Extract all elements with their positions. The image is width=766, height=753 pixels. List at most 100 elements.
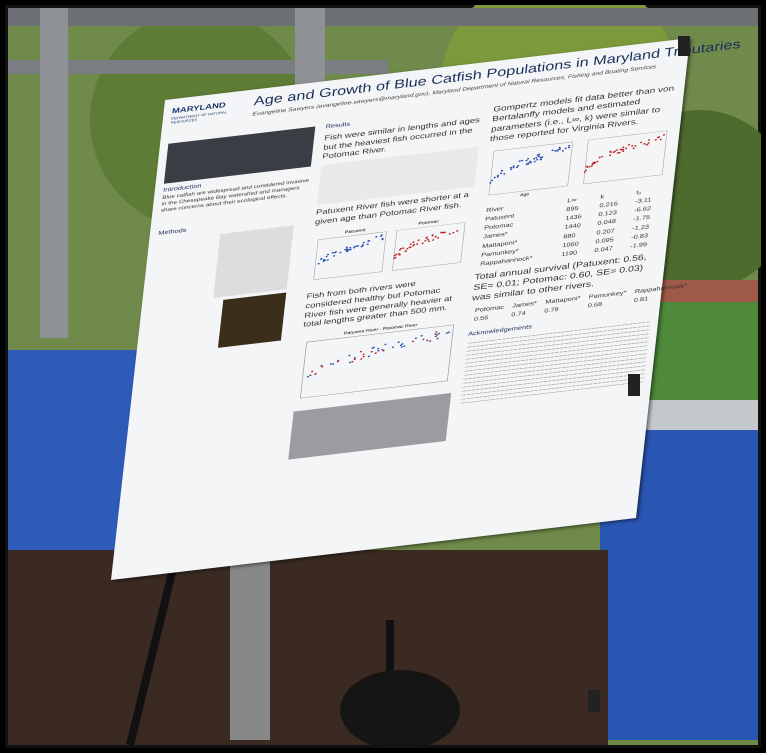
plot-dot [659, 139, 662, 141]
plot-dot [427, 238, 430, 240]
plot-dot [539, 158, 542, 161]
plot-dot [434, 335, 437, 338]
plot-dot [349, 248, 352, 250]
plot-dot [639, 141, 643, 144]
plot-dot [452, 231, 455, 234]
plot-dot [366, 243, 369, 245]
plot-dot [646, 143, 649, 146]
plot-dot [372, 346, 375, 349]
mullion [40, 8, 68, 338]
plot-dot [624, 147, 628, 150]
plot-dot [632, 147, 635, 150]
plot-dot [512, 167, 515, 169]
axis-label: Age [520, 192, 530, 197]
plot-dot [515, 166, 519, 169]
plot-dot [583, 171, 586, 174]
plot-dot [622, 150, 625, 153]
plot-dot [422, 338, 425, 341]
plot-dot [377, 347, 380, 350]
plot-dot [411, 340, 415, 343]
plot-dot [590, 165, 593, 168]
plot-dot [445, 332, 448, 334]
plot-dot [647, 142, 650, 145]
plot-dot [558, 148, 562, 151]
chart-label: Potomac [418, 218, 440, 225]
plot-dot [399, 344, 402, 347]
plot-dot [362, 355, 365, 358]
plot-dot [551, 149, 554, 152]
plot-dot [326, 253, 330, 256]
plot-dot [332, 363, 335, 365]
plot-dot [314, 373, 317, 375]
plot-dot [329, 363, 332, 365]
plot-dot [496, 175, 500, 177]
plot-dot [526, 158, 530, 160]
plot-dot [503, 173, 506, 176]
middle-column: Results Fish were similar in lengths and… [288, 103, 484, 462]
plot-dot [348, 361, 352, 364]
plot-dot [643, 143, 646, 145]
plot-dot [353, 358, 356, 361]
plot-dot [412, 241, 415, 243]
plot-dot [500, 170, 503, 172]
plot-dot [367, 239, 370, 242]
floor [8, 550, 608, 745]
plot-dot [384, 343, 387, 346]
plot-dot [394, 256, 397, 259]
plot-dot [601, 156, 604, 158]
plot-dot [406, 247, 409, 250]
plot-dot [417, 239, 420, 241]
plot-dot [379, 234, 383, 237]
plot-dot [588, 166, 591, 168]
plot-dot [568, 145, 571, 147]
plot-dot [556, 150, 559, 153]
plot-dot [627, 144, 630, 146]
plot-dot [397, 341, 400, 344]
plot-dot [521, 160, 524, 162]
plot-dot [609, 154, 612, 157]
plot-dot [345, 246, 348, 248]
plot-dot [391, 346, 395, 349]
plot-dot [532, 158, 536, 160]
plot-dot [447, 331, 450, 334]
plot-dot [518, 160, 521, 163]
plot-dot [326, 258, 329, 261]
plot-dot [517, 165, 520, 167]
plot-dot [598, 156, 601, 159]
plot-dot [525, 160, 528, 162]
plot-dot [509, 167, 512, 169]
otolith-photo [217, 292, 287, 348]
plot-dot [353, 246, 356, 249]
plot-dot [435, 331, 438, 333]
plot-dot [493, 177, 496, 179]
column [230, 560, 270, 740]
plot-dot [412, 244, 415, 247]
plot-dot [654, 139, 657, 141]
plot-dot [436, 337, 439, 340]
plot-dot [375, 235, 378, 238]
plot-frame [300, 324, 454, 399]
plot-dot [362, 241, 365, 244]
plot-dot [535, 157, 538, 159]
plot-dot [331, 251, 334, 254]
left-column: Introduction Blue catfish are widespread… [144, 123, 316, 359]
plot-dot [374, 352, 377, 354]
plot-dot [426, 339, 429, 342]
plot-dot [567, 146, 571, 149]
plot-dot [325, 255, 328, 257]
plot-dot [431, 233, 434, 236]
plot-dot [491, 179, 494, 182]
plot-dot [634, 145, 637, 148]
plot-dot [533, 161, 536, 163]
right-column: Gompertz models fit data better than von… [460, 80, 687, 404]
plot-frame [392, 221, 466, 271]
plot-dot [499, 172, 503, 175]
plot-dot [351, 360, 354, 363]
plot-dot [554, 150, 557, 152]
plot-dot [395, 253, 398, 255]
bag [340, 670, 460, 750]
plot-dot [336, 360, 339, 363]
plot-dot [662, 134, 666, 137]
chart-label: Patuxent [345, 227, 367, 234]
